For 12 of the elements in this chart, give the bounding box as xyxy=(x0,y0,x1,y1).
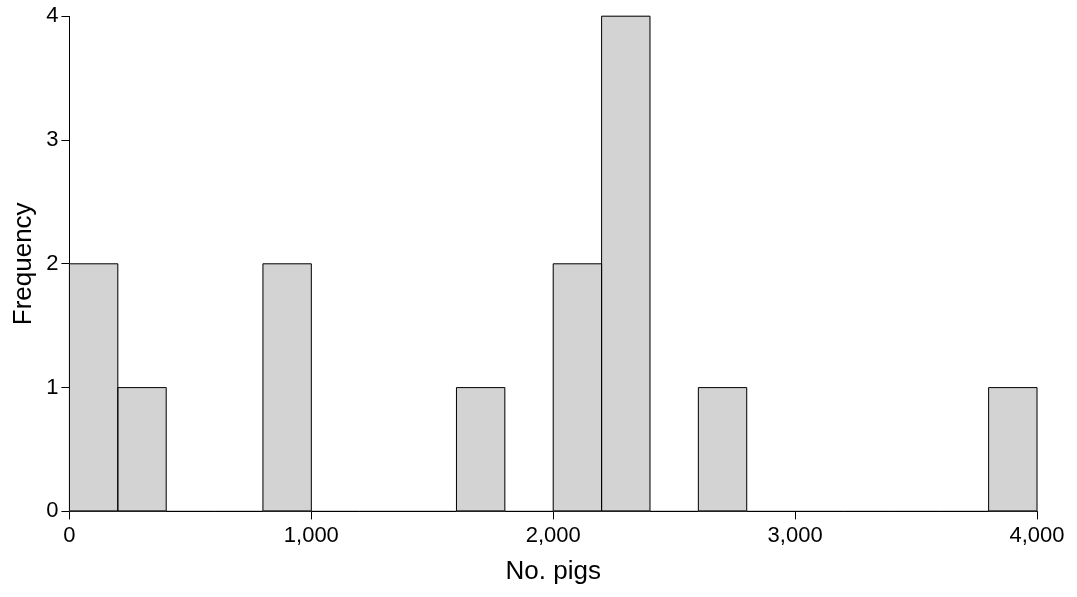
x-tick-label: 3,000 xyxy=(767,521,823,547)
y-tick-label: 4 xyxy=(46,2,59,28)
y-tick-label: 2 xyxy=(46,249,59,275)
x-tick-label: 4,000 xyxy=(1009,521,1065,547)
y-axis-title: Frequency xyxy=(6,202,37,326)
x-tick-label: 1,000 xyxy=(283,521,339,547)
y-tick-label: 3 xyxy=(46,126,59,152)
y-tick-label: 1 xyxy=(46,373,59,399)
y-tick-label: 0 xyxy=(46,497,59,523)
x-tick-label: 2,000 xyxy=(525,521,581,547)
x-axis-title: No. pigs xyxy=(505,554,601,585)
x-tick-label: 0 xyxy=(63,521,76,547)
